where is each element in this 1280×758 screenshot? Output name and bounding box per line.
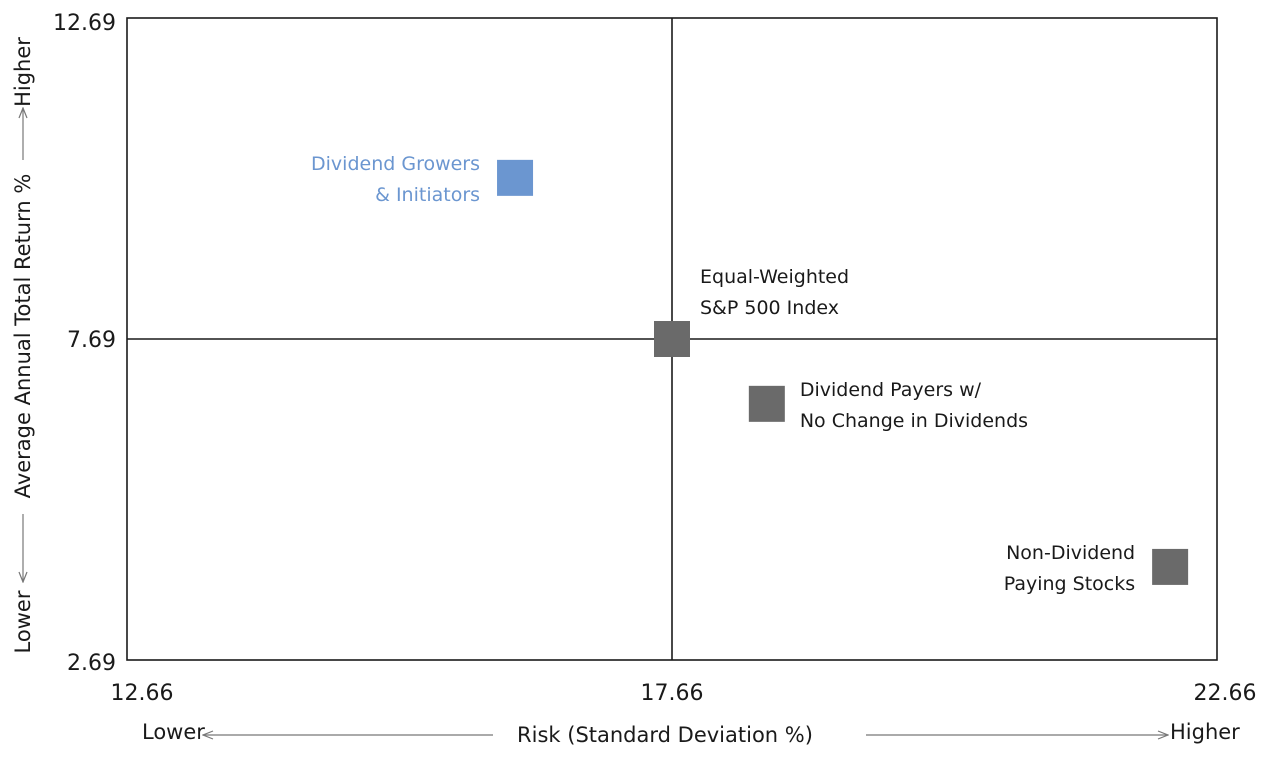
data-point-marker xyxy=(497,159,534,196)
y-axis-title: Average Annual Total Return % xyxy=(11,174,35,499)
data-point-marker xyxy=(748,385,785,422)
x-tick-label: 17.66 xyxy=(641,681,704,706)
data-point-label: Dividend Growers xyxy=(311,153,480,175)
data-point-label: No Change in Dividends xyxy=(800,410,1028,432)
x-tick-label: 22.66 xyxy=(1194,681,1257,706)
y-tick-label: 2.69 xyxy=(67,651,116,676)
data-point-label: S&P 500 Index xyxy=(700,297,839,319)
data-point-marker xyxy=(654,321,690,357)
y-axis-low-label: Lower xyxy=(11,590,35,653)
x-axis-high-label: Higher xyxy=(1170,720,1240,744)
x-axis-title: Risk (Standard Deviation %) xyxy=(517,723,813,747)
y-tick-label: 12.69 xyxy=(53,11,116,36)
y-axis-high-label: Higher xyxy=(11,37,35,107)
x-tick-label: 12.66 xyxy=(111,681,174,706)
data-point-label: Dividend Payers w/ xyxy=(800,379,982,401)
data-point-marker xyxy=(1152,548,1189,585)
data-point-label: Paying Stocks xyxy=(1004,573,1135,595)
y-tick-label: 7.69 xyxy=(67,328,116,353)
data-point-label: & Initiators xyxy=(375,184,480,206)
data-point-label: Equal-Weighted xyxy=(700,266,849,288)
x-axis-low-label: Lower xyxy=(142,720,205,744)
data-point-label: Non-Dividend xyxy=(1006,542,1135,564)
